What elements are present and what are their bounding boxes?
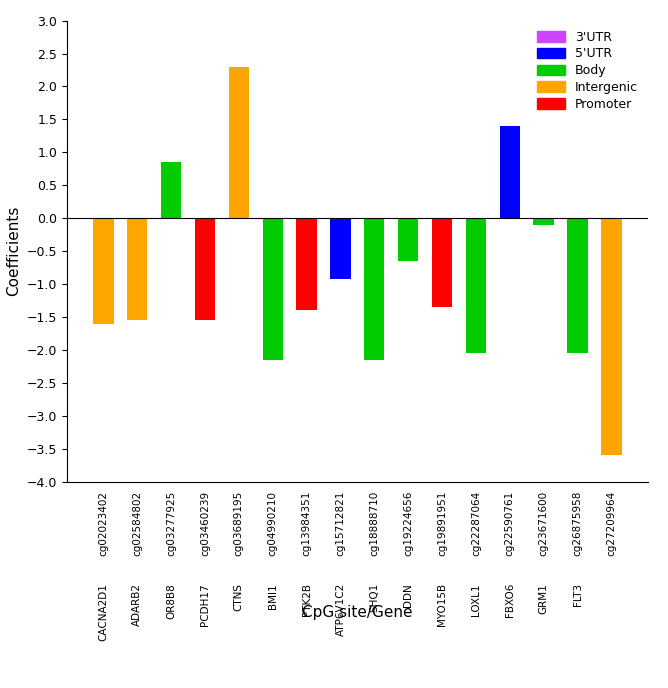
Text: DDN: DDN <box>403 583 413 607</box>
Bar <box>195 218 215 320</box>
Text: PTK2B: PTK2B <box>301 583 311 616</box>
Text: BMI1: BMI1 <box>268 583 278 609</box>
Text: cg03277925: cg03277925 <box>166 491 176 556</box>
Text: cg04990210: cg04990210 <box>268 491 278 556</box>
Bar <box>330 218 351 279</box>
Bar <box>228 67 249 218</box>
Bar <box>364 218 385 360</box>
Text: cg22287064: cg22287064 <box>471 491 481 556</box>
Text: cg03460239: cg03460239 <box>200 491 210 556</box>
Text: cg15712821: cg15712821 <box>335 491 345 556</box>
Text: GRM1: GRM1 <box>538 583 548 614</box>
Bar <box>127 218 148 320</box>
Text: FLT3: FLT3 <box>572 583 582 606</box>
Text: cg19224656: cg19224656 <box>403 491 413 556</box>
Bar <box>601 218 621 455</box>
Text: LOXL1: LOXL1 <box>471 583 481 616</box>
Text: OR8B8: OR8B8 <box>166 583 176 619</box>
Text: SHQ1: SHQ1 <box>369 583 379 612</box>
Text: CACNA2D1: CACNA2D1 <box>98 583 108 641</box>
X-axis label: CpG site/Gene: CpG site/Gene <box>302 605 413 619</box>
Bar <box>567 218 588 353</box>
Text: PCDH17: PCDH17 <box>200 583 210 625</box>
Y-axis label: Coefficients: Coefficients <box>6 206 21 297</box>
Text: CTNS: CTNS <box>234 583 244 611</box>
Text: cg02023402: cg02023402 <box>98 491 108 556</box>
Bar <box>466 218 486 353</box>
Text: cg22590761: cg22590761 <box>505 491 515 556</box>
Text: cg23671600: cg23671600 <box>538 491 548 556</box>
Text: cg02584802: cg02584802 <box>132 491 142 556</box>
Bar <box>432 218 452 307</box>
Bar <box>94 218 114 323</box>
Text: cg27209964: cg27209964 <box>607 491 617 556</box>
Text: FBXO6: FBXO6 <box>505 583 515 617</box>
Text: MYO15B: MYO15B <box>437 583 447 626</box>
Text: cg03689195: cg03689195 <box>234 491 244 556</box>
Bar <box>398 218 418 261</box>
Text: cg13984351: cg13984351 <box>301 491 311 556</box>
Text: ADARB2: ADARB2 <box>132 583 142 626</box>
Bar <box>263 218 283 360</box>
Bar <box>500 126 520 218</box>
Text: cg19891951: cg19891951 <box>437 491 447 556</box>
Bar <box>161 162 181 218</box>
Text: cg18888710: cg18888710 <box>369 491 379 556</box>
Bar <box>297 218 317 310</box>
Text: ATP6V1C2: ATP6V1C2 <box>335 583 345 636</box>
Legend: 3'UTR, 5'UTR, Body, Intergenic, Promoter: 3'UTR, 5'UTR, Body, Intergenic, Promoter <box>534 27 642 114</box>
Text: cg26875958: cg26875958 <box>572 491 582 556</box>
Bar <box>534 218 554 225</box>
